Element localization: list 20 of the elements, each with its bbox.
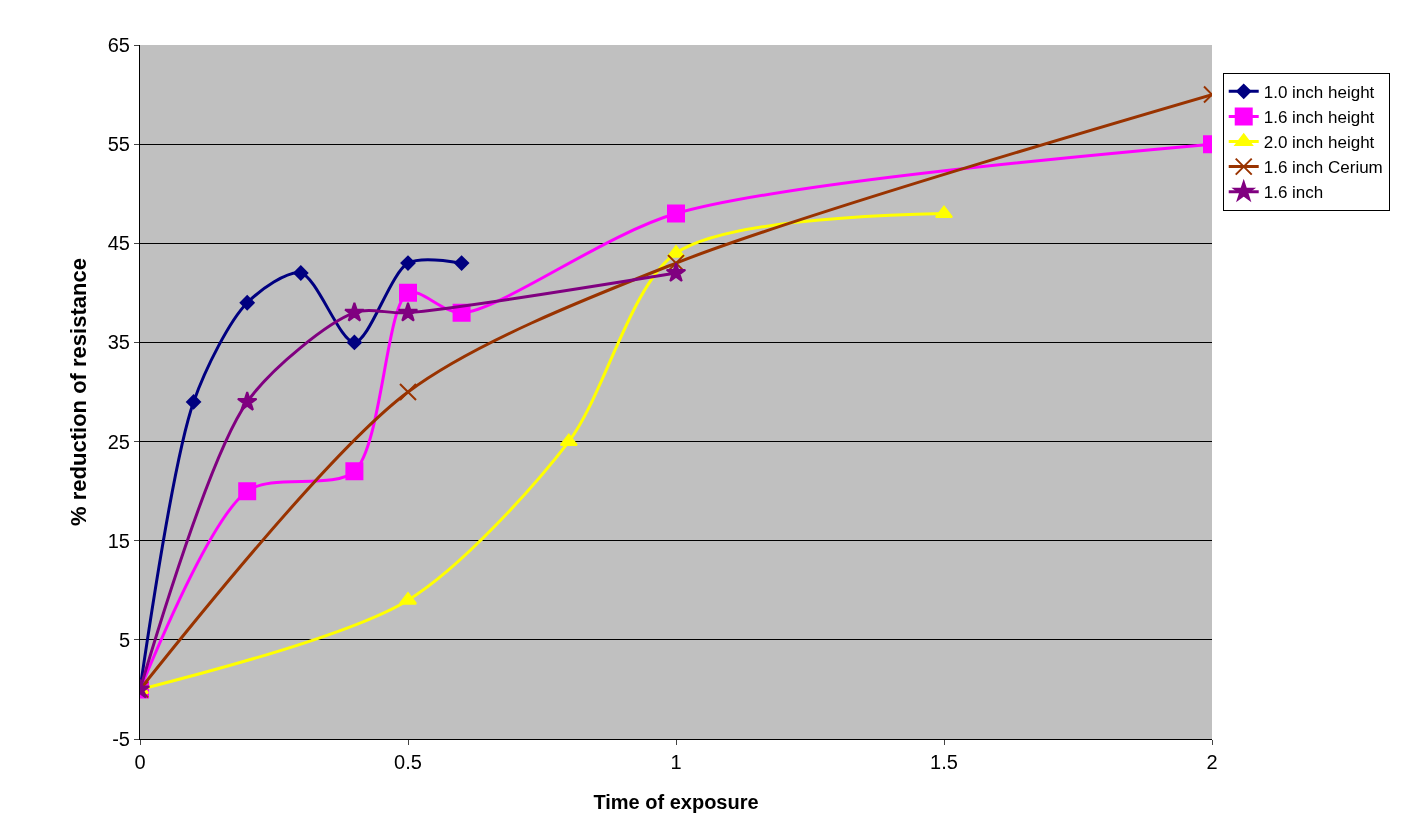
legend-label: 1.0 inch height [1263, 82, 1375, 102]
x-tick-label: 1 [670, 751, 682, 773]
legend-label: 1.6 inch Cerium [1263, 158, 1383, 178]
x-axis-title: Time of exposure [593, 791, 759, 813]
legend-label: 1.6 inch [1263, 183, 1324, 203]
y-tick-label: 35 [107, 331, 130, 354]
legend-label: 2.0 inch height [1263, 133, 1375, 153]
y-tick-label: 5 [118, 628, 130, 651]
x-tick-label: 1.5 [930, 751, 958, 773]
y-tick-label: -5 [112, 728, 130, 750]
y-tick-label: 55 [107, 133, 130, 156]
y-axis-title: % reduction of resistance [66, 258, 91, 526]
y-tick-label: 65 [107, 34, 130, 56]
x-tick-label: 0.5 [394, 751, 422, 773]
y-tick-label: 45 [107, 232, 130, 255]
y-tick-label: 25 [107, 430, 130, 453]
legend-label: 1.6 inch height [1263, 108, 1375, 128]
x-tick-label: 2 [1206, 751, 1218, 773]
x-tick-label: 0 [134, 751, 146, 773]
y-tick-label: 15 [107, 529, 130, 552]
